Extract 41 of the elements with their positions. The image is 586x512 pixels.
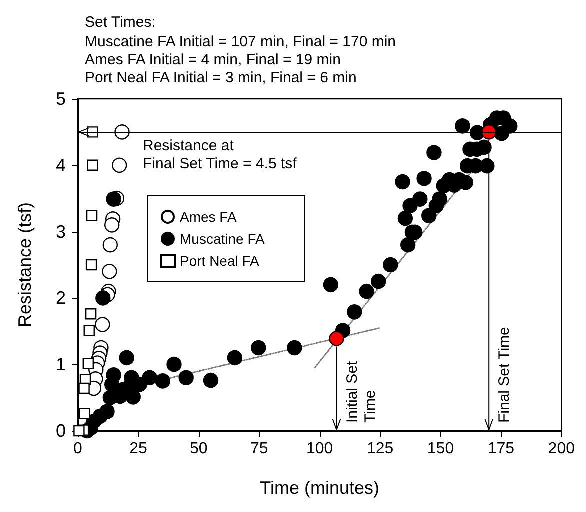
point [85, 308, 97, 320]
point [329, 331, 344, 346]
chart-title: Set Times: [85, 14, 156, 31]
x-tick-label: 150 [427, 440, 454, 458]
legend-label: Port Neal FA [180, 253, 260, 269]
x-tick-label: 0 [74, 440, 83, 458]
y-tick-label: 4 [56, 155, 66, 176]
x-tick-label: 50 [190, 440, 208, 458]
point [78, 382, 90, 394]
y-axis-title: Resistance (tsf) [15, 202, 35, 328]
annotation: Initial Set Time [344, 360, 379, 423]
y-tick-label: 5 [56, 89, 66, 109]
point [82, 358, 94, 370]
point [112, 158, 128, 173]
legend-label: Muscatine FA [180, 231, 266, 247]
x-tick-label: 125 [366, 440, 394, 458]
x-tick-label: 100 [306, 440, 334, 458]
chart-subtitle: Muscatine FA Initial = 107 min, Final = 170 min Ames FA Initial = 4 min, Final = 19 min Port Neal FA Initial = 3 min, Final = 6 min [85, 34, 396, 86]
y-tick-label: 1 [56, 354, 66, 375]
y-tick-label: 0 [56, 421, 66, 441]
point [86, 210, 98, 222]
y-tick-label: 2 [56, 288, 66, 308]
point [102, 264, 118, 280]
point [104, 218, 120, 233]
x-tick-label: 200 [548, 440, 576, 458]
point [114, 124, 130, 140]
point [87, 160, 98, 171]
point [84, 325, 95, 336]
point [95, 317, 110, 332]
annotation: Final Set Time [496, 327, 514, 423]
legend-label: Ames FA [180, 209, 238, 225]
point [79, 408, 90, 420]
x-axis-title: Time (minutes) [260, 478, 380, 498]
x-tick-label: 175 [488, 440, 515, 458]
point [86, 259, 98, 271]
y-tick-label: 3 [56, 222, 66, 242]
point [102, 237, 118, 253]
point [482, 124, 497, 140]
ref-line-label: Resistance at Final Set Time = 4.5 tsf [143, 138, 298, 173]
x-tick-label: 25 [130, 440, 148, 458]
x-tick-label: 75 [250, 440, 268, 458]
